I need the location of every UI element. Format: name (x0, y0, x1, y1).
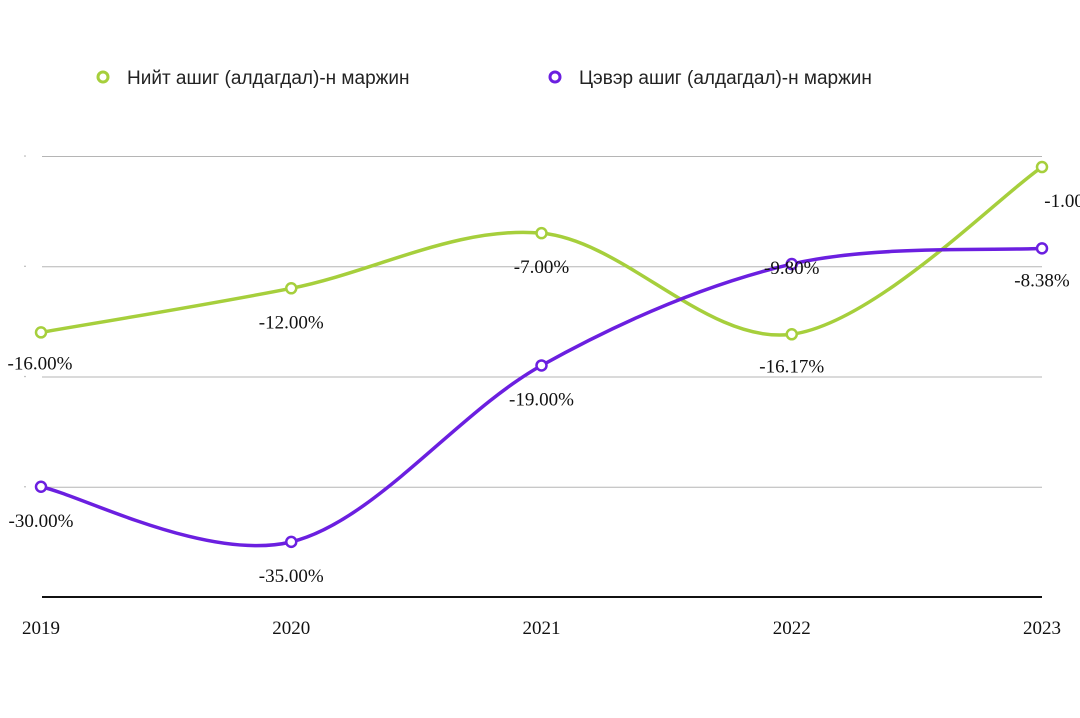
data-label: -16.00% (8, 353, 73, 374)
series-2: -30.00% -35.00% -19.00% -9.80% -8.38% (9, 242, 1070, 587)
series-1: -16.00% -12.00% -7.00% -16.17% -1.00% (8, 160, 1080, 377)
y-tick-mark (24, 155, 26, 157)
data-point (34, 480, 48, 493)
data-label: -19.00% (509, 389, 574, 410)
data-point (785, 257, 798, 271)
data-label: -7.00% (514, 257, 570, 278)
data-point (285, 535, 298, 549)
x-tick-label: 2019 (22, 618, 60, 639)
data-point (1035, 160, 1049, 174)
data-label: -30.00% (9, 511, 74, 532)
data-label: -9.80% (764, 258, 820, 279)
legend: Нийт ашиг (алдагдал)-н маржин Цэвэр ашиг … (96, 68, 872, 89)
data-label: -12.00% (259, 312, 324, 333)
data-label: -8.38% (1014, 270, 1070, 291)
data-point (285, 282, 298, 295)
data-point (535, 359, 548, 372)
data-point (1035, 242, 1049, 255)
x-tick-label: 2023 (1023, 618, 1061, 639)
data-point (535, 226, 548, 240)
y-tick-mark (24, 485, 26, 488)
x-tick-label: 2021 (523, 618, 561, 639)
x-tick-label: 2020 (272, 618, 310, 639)
legend-item: Нийт ашиг (алдагдал)-н маржин (127, 68, 409, 89)
data-label: -16.17% (759, 356, 824, 377)
series-line (40, 165, 1043, 337)
y-tick-mark (24, 265, 26, 268)
data-point (785, 328, 798, 341)
legend-item: Цэвэр ашиг (алдагдал)-н маржин (579, 68, 872, 89)
data-label: -1.00% (1044, 191, 1080, 212)
x-tick-label: 2022 (773, 618, 811, 639)
data-label: -35.00% (259, 566, 324, 587)
legend-marker-icon (96, 70, 110, 84)
data-point (34, 326, 48, 339)
legend-marker-icon (548, 70, 562, 84)
y-tick-mark (24, 375, 26, 378)
